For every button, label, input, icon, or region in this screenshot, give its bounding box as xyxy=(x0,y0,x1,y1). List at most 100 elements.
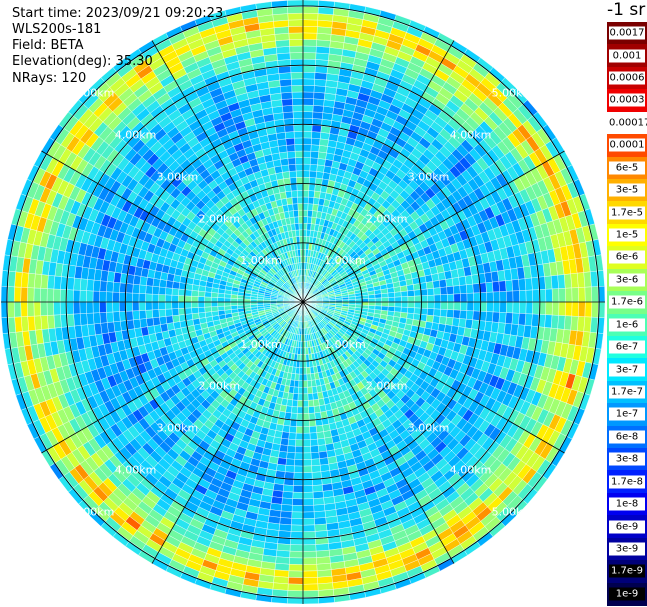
range-gate xyxy=(544,275,553,290)
range-gate xyxy=(312,105,324,113)
range-gate xyxy=(438,279,447,288)
range-gate xyxy=(294,446,304,454)
range-gate xyxy=(302,6,319,14)
range-gate xyxy=(132,292,140,303)
range-gate xyxy=(498,280,507,292)
range-gate xyxy=(466,310,474,321)
range-gate xyxy=(458,276,467,286)
range-gate xyxy=(525,289,533,303)
range-gate xyxy=(310,445,319,453)
range-gate xyxy=(361,294,369,300)
range-gate xyxy=(132,301,140,312)
range-gate xyxy=(302,144,312,152)
range-gate xyxy=(308,412,316,421)
range-gate xyxy=(319,138,329,147)
range-gate xyxy=(492,281,500,293)
range-gate xyxy=(313,85,326,94)
range-gate xyxy=(274,562,290,571)
range-gate xyxy=(452,309,461,319)
range-gate xyxy=(316,562,332,571)
range-gate xyxy=(380,288,389,294)
range-gate xyxy=(302,590,319,598)
range-gate xyxy=(310,144,320,153)
range-gate xyxy=(591,301,599,318)
range-gate xyxy=(550,275,559,290)
range-gate xyxy=(34,273,43,289)
range-gate xyxy=(314,72,328,81)
range-gate xyxy=(302,544,317,552)
range-gate xyxy=(197,306,206,314)
range-gate xyxy=(302,347,306,355)
range-gate xyxy=(145,309,154,319)
range-gate xyxy=(355,295,363,300)
range-gate xyxy=(99,312,108,324)
range-gate xyxy=(545,301,553,316)
range-gate xyxy=(139,318,148,328)
range-gate xyxy=(313,399,320,407)
range-gate xyxy=(473,301,481,312)
range-gate xyxy=(485,311,494,323)
range-gate xyxy=(394,306,402,313)
range-gate xyxy=(565,287,573,303)
range-gate xyxy=(296,406,304,414)
range-gate xyxy=(388,301,396,307)
range-gate xyxy=(171,288,180,296)
range-gate xyxy=(73,301,81,315)
range-gate xyxy=(291,505,304,513)
range-gate xyxy=(348,299,356,303)
range-gate xyxy=(420,301,428,309)
range-gate xyxy=(531,313,540,327)
range-gate xyxy=(302,373,308,381)
range-gate xyxy=(275,556,290,565)
range-gate xyxy=(413,283,421,291)
range-gate xyxy=(302,236,307,244)
range-gate xyxy=(302,564,318,572)
range-gate xyxy=(445,278,454,288)
range-gate xyxy=(315,425,324,433)
range-gate xyxy=(224,297,232,303)
range-gate xyxy=(311,458,321,467)
range-gate xyxy=(158,294,166,303)
range-gate xyxy=(565,301,573,317)
range-gate xyxy=(280,437,289,446)
range-gate xyxy=(302,183,310,191)
range-gate xyxy=(302,354,307,362)
range-gate xyxy=(374,293,382,299)
range-gate xyxy=(279,444,289,453)
range-gate xyxy=(204,311,213,318)
range-gate xyxy=(237,298,245,303)
range-gate xyxy=(309,164,318,172)
range-gate xyxy=(394,301,402,308)
range-gate xyxy=(297,400,304,408)
range-gate xyxy=(317,437,326,446)
range-gate xyxy=(287,590,304,598)
range-gate xyxy=(27,272,36,289)
range-gate xyxy=(172,314,180,323)
range-gate xyxy=(505,312,513,325)
range-gate xyxy=(138,301,146,311)
range-gate xyxy=(302,209,308,217)
range-gate xyxy=(316,556,331,565)
range-gate xyxy=(243,304,251,309)
range-gate xyxy=(299,360,304,368)
range-gate xyxy=(302,85,315,93)
range-gate xyxy=(290,531,304,539)
range-gate xyxy=(158,286,167,295)
range-gate xyxy=(280,504,293,512)
range-gate xyxy=(302,498,314,506)
range-gate xyxy=(302,26,318,34)
range-gate xyxy=(310,157,319,166)
range-gate xyxy=(66,277,75,291)
range-gate xyxy=(294,459,304,467)
range-gate xyxy=(381,301,389,307)
range-gate xyxy=(302,111,314,119)
range-gate xyxy=(394,291,402,298)
range-gate xyxy=(302,216,308,224)
range-gate xyxy=(191,290,199,297)
range-gate xyxy=(310,151,319,159)
range-gate xyxy=(293,465,304,473)
range-gate xyxy=(204,301,212,308)
range-gate xyxy=(171,294,179,303)
range-gate xyxy=(458,318,467,328)
range-gate xyxy=(277,457,287,466)
